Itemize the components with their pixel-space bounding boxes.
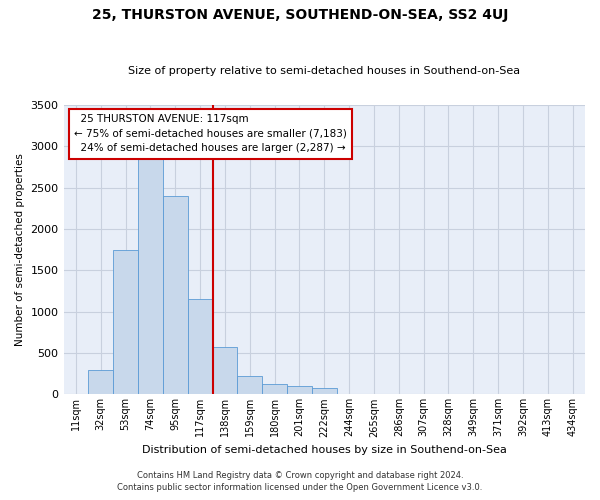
Bar bbox=[138, 142, 163, 394]
Bar bbox=[287, 386, 312, 394]
Bar bbox=[88, 370, 113, 394]
Bar bbox=[262, 384, 287, 394]
Bar bbox=[113, 250, 138, 394]
Y-axis label: Number of semi-detached properties: Number of semi-detached properties bbox=[15, 154, 25, 346]
Bar bbox=[188, 300, 212, 394]
Bar bbox=[238, 376, 262, 394]
Bar bbox=[163, 196, 188, 394]
X-axis label: Distribution of semi-detached houses by size in Southend-on-Sea: Distribution of semi-detached houses by … bbox=[142, 445, 507, 455]
Text: 25, THURSTON AVENUE, SOUTHEND-ON-SEA, SS2 4UJ: 25, THURSTON AVENUE, SOUTHEND-ON-SEA, SS… bbox=[92, 8, 508, 22]
Bar bbox=[312, 388, 337, 394]
Bar bbox=[212, 347, 238, 395]
Title: Size of property relative to semi-detached houses in Southend-on-Sea: Size of property relative to semi-detach… bbox=[128, 66, 520, 76]
Text: 25 THURSTON AVENUE: 117sqm
← 75% of semi-detached houses are smaller (7,183)
  2: 25 THURSTON AVENUE: 117sqm ← 75% of semi… bbox=[74, 114, 347, 154]
Text: Contains HM Land Registry data © Crown copyright and database right 2024.
Contai: Contains HM Land Registry data © Crown c… bbox=[118, 471, 482, 492]
